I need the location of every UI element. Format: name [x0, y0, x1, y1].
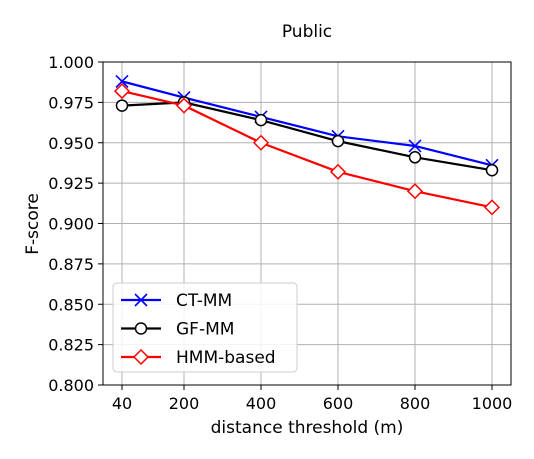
x-tick-label: 40: [112, 394, 132, 413]
data-point: [408, 139, 422, 153]
legend-item: GF-MM: [121, 320, 234, 340]
series-ct-mm: [115, 74, 499, 172]
x-tick-label: 1000: [472, 394, 513, 413]
series-layer: [113, 74, 501, 216]
legend-marker: [134, 322, 148, 335]
x-axis: 40 200 400 600 800 1000: [112, 385, 513, 413]
legend-item: CT-MM: [121, 291, 232, 311]
y-tick-label: 0.875: [48, 255, 94, 274]
y-tick-label: 0.825: [48, 336, 94, 355]
data-point: [254, 113, 268, 127]
series-line: [121, 80, 493, 167]
data-point: [115, 74, 129, 88]
y-tick-label: 0.925: [48, 174, 94, 193]
data-point: [483, 199, 501, 216]
y-tick-label: 1.000: [48, 53, 94, 72]
y-axis: 0.800 0.825 0.850 0.875 0.900 0.925 0.950 0.975…: [48, 53, 103, 395]
y-tick-label: 0.800: [48, 376, 94, 395]
legend-marker: [132, 348, 150, 366]
series-hmm-based: [113, 83, 501, 216]
data-point: [115, 99, 129, 112]
data-point: [485, 163, 499, 177]
x-tick-label: 600: [323, 394, 354, 413]
legend-marker: [134, 293, 148, 307]
data-point: [408, 151, 422, 164]
data-point: [252, 134, 270, 151]
data-point: [331, 134, 345, 148]
y-tick-label: 0.975: [48, 93, 94, 112]
x-axis-label: distance threshold (m): [211, 418, 404, 438]
y-tick-label: 0.950: [48, 134, 94, 153]
y-tick-label: 0.900: [48, 215, 94, 234]
data-point: [406, 183, 424, 200]
legend: CT-MM GF-MM HMM-based: [112, 282, 298, 373]
legend-item: HMM-based: [121, 348, 276, 368]
series-gf-mm: [115, 96, 499, 177]
x-tick-label: 800: [400, 394, 431, 413]
series-line: [121, 89, 493, 209]
data-point: [113, 83, 131, 100]
legend-box: [112, 282, 298, 373]
legend-label: CT-MM: [176, 291, 232, 311]
chart-title: Public: [282, 22, 332, 42]
data-point: [175, 97, 193, 114]
x-tick-label: 400: [246, 394, 277, 413]
legend-label: GF-MM: [176, 320, 234, 340]
x-tick-label: 200: [169, 394, 200, 413]
legend-label: HMM-based: [176, 348, 276, 368]
y-tick-label: 0.850: [48, 295, 94, 314]
y-axis-label: F-score: [23, 193, 43, 255]
data-point: [329, 163, 347, 180]
grid-lines: [103, 61, 511, 386]
